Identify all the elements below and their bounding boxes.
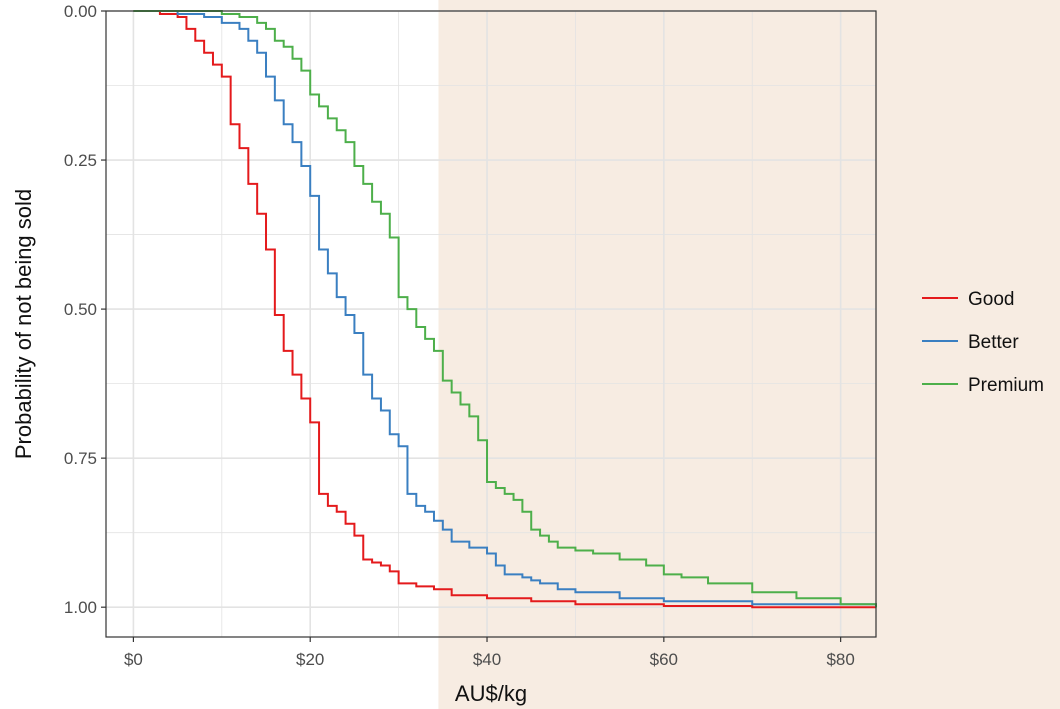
x-tick-label: $0 [124, 650, 143, 669]
y-axis-ticks: 0.00 0.25 0.50 0.75 1.00 [64, 2, 106, 617]
plot-border [105, 10, 877, 638]
series-line-good [133, 10, 876, 609]
x-tick-label: $80 [826, 650, 854, 669]
legend-label-better: Better [968, 332, 1019, 353]
x-tick-label: $20 [296, 650, 324, 669]
legend-label-premium: Premium [968, 375, 1044, 396]
plot-panel [106, 11, 439, 637]
y-axis-label: Probability of not being sold [11, 189, 36, 459]
y-tick-label: 0.50 [64, 300, 97, 319]
series-line-premium [133, 10, 877, 608]
x-tick-label: $60 [650, 650, 678, 669]
series-lines [133, 10, 877, 609]
x-axis-ticks: $0 $20 $40 $60 $80 [124, 637, 855, 669]
x-tick-label: $40 [473, 650, 501, 669]
y-tick-label: 0.75 [64, 449, 97, 468]
y-tick-label: 0.00 [64, 2, 97, 21]
y-tick-label: 0.25 [64, 151, 97, 170]
highlight-region [438, 0, 1060, 709]
y-tick-label: 1.00 [64, 598, 97, 617]
series-line-better [133, 10, 877, 608]
legend: Good Better Premium [922, 289, 1044, 396]
legend-label-good: Good [968, 289, 1014, 310]
x-axis-label: AU$/kg [455, 681, 527, 706]
